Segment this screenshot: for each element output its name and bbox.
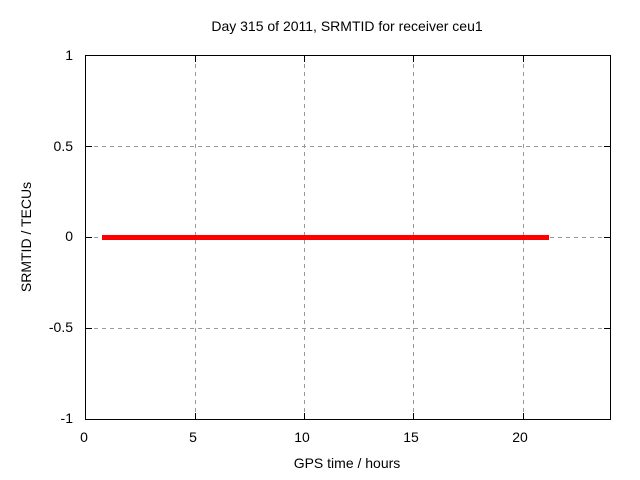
tick-mark [86,146,92,147]
x-tick-label: 20 [512,429,528,445]
tick-mark [523,56,524,62]
tick-mark [413,413,414,419]
tick-mark [304,56,305,62]
x-tick-label: 5 [189,429,197,445]
tick-mark [604,146,610,147]
tick-mark [86,237,92,238]
chart-title: Day 315 of 2011, SRMTID for receiver ceu… [211,18,483,34]
y-tick-label: 0.5 [53,138,73,154]
tick-mark [195,56,196,62]
tick-mark [195,413,196,419]
tick-mark [604,237,610,238]
y-tick-label: -1 [60,410,73,426]
gridline-y-0.5 [86,146,610,147]
tick-mark [413,56,414,62]
y-tick-label: -0.5 [48,319,73,335]
x-axis-label: GPS time / hours [293,455,401,471]
x-tick-label: 10 [294,429,310,445]
plot-area [85,55,611,420]
tick-mark [604,328,610,329]
x-tick-label: 15 [403,429,419,445]
y-axis-label: SRMTID / TECUs [18,181,34,293]
data-line-srmtid [102,235,549,240]
y-tick-label: 0 [65,228,73,244]
tick-mark [86,328,92,329]
x-tick-label: 0 [80,429,88,445]
tick-mark [523,413,524,419]
gridline-y--0.5 [86,328,610,329]
tick-mark [304,413,305,419]
y-tick-label: 1 [65,47,73,63]
